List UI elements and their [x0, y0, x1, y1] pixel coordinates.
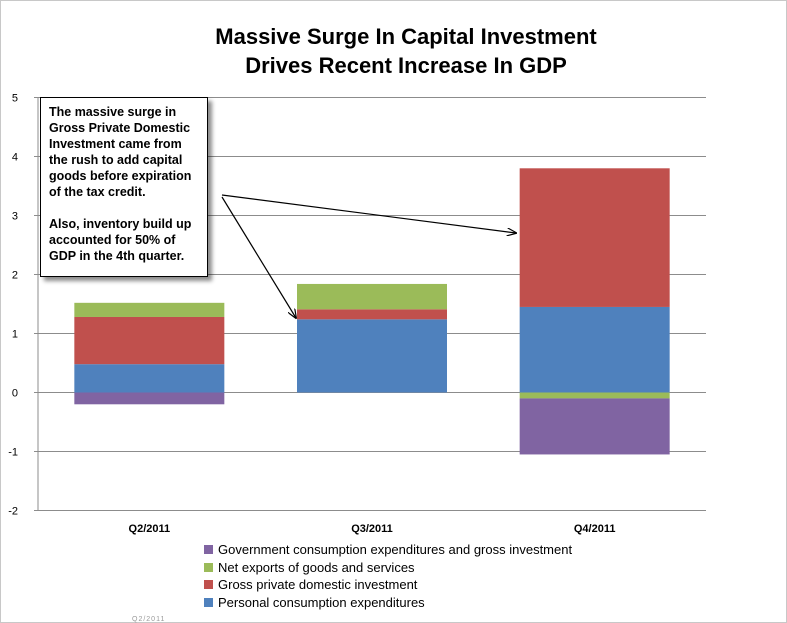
bar-segment: [519, 306, 670, 393]
legend-label: Gross private domestic investment: [218, 577, 418, 593]
x-tick-label: Q4/2011: [574, 523, 616, 535]
legend: Government consumption expenditures and …: [204, 541, 572, 611]
bar-segment: [297, 283, 447, 310]
annotation-paragraph-1: The massive surge in Gross Private Domes…: [49, 105, 192, 199]
chart-title-line-2: Drives Recent Increase In GDP: [245, 53, 567, 78]
chart-title-line-1: Massive Surge In Capital Investment: [215, 24, 597, 49]
y-tick-label: -2: [8, 506, 18, 518]
legend-item: Government consumption expenditures and …: [204, 541, 572, 559]
legend-swatch: [204, 562, 213, 572]
y-tick-label: 0: [12, 388, 18, 400]
y-tick-label: 5: [12, 93, 18, 105]
y-tick-label: 1: [12, 329, 18, 341]
y-tick-label: 2: [12, 270, 18, 282]
bar-segment: [74, 364, 225, 393]
legend-label: Net exports of goods and services: [218, 559, 415, 575]
axes: -2 -1 0 1 2 3 4 5 Q2/2011 Q3/2011 Q4/2011: [8, 93, 615, 536]
legend-label: Personal consumption expenditures: [218, 594, 425, 610]
bar-segment: [74, 392, 225, 405]
annotation-arrow: [221, 196, 296, 318]
footer-fragment: Q2/2011: [132, 616, 166, 623]
legend-item: Net exports of goods and services: [204, 559, 572, 577]
bars: [74, 168, 670, 455]
bar-segment: [297, 319, 447, 393]
annotation-arrow: [221, 194, 516, 233]
x-tick-label: Q3/2011: [351, 523, 393, 535]
bar-segment: [519, 168, 670, 307]
y-tick-label: -1: [8, 447, 18, 459]
annotation-callout: The massive surge in Gross Private Domes…: [40, 97, 208, 277]
bar-segment: [519, 398, 670, 455]
legend-swatch: [204, 580, 213, 590]
bar-segment: [74, 316, 225, 365]
legend-label: Government consumption expenditures and …: [218, 542, 573, 558]
x-tick-label: Q2/2011: [129, 523, 171, 535]
bar-segment: [74, 302, 225, 317]
legend-item: Personal consumption expenditures: [204, 594, 572, 612]
legend-swatch: [204, 545, 213, 555]
bar-segment: [519, 392, 670, 399]
y-tick-label: 4: [12, 152, 18, 164]
chart-title: Massive Surge In Capital Investment Driv…: [150, 22, 662, 80]
annotation-paragraph-2: Also, inventory build up accounted for 5…: [49, 217, 192, 263]
annotation-arrows: [221, 194, 516, 318]
y-tick-label: 3: [12, 211, 18, 223]
legend-swatch: [204, 597, 213, 607]
legend-item: Gross private domestic investment: [204, 576, 572, 594]
bar-segment: [297, 309, 447, 320]
